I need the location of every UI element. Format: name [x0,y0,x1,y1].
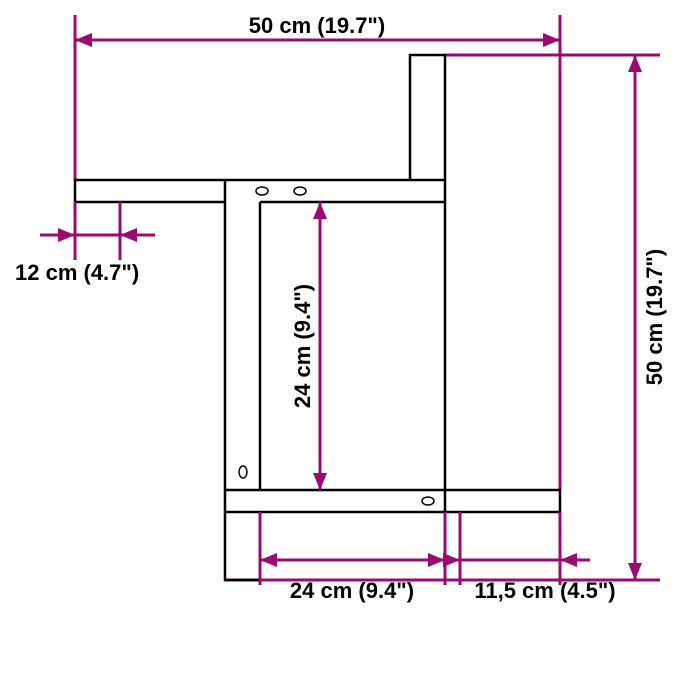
label-top-width: 50 cm (19.7") [249,13,385,38]
label-inner-height: 24 cm (9.4") [290,284,315,408]
hole-top-1 [256,187,268,195]
dim-inner-height: 24 cm (9.4") [290,202,327,490]
hole-bottom [422,497,434,505]
dim-left-depth: 12 cm (4.7") [15,202,155,285]
shelf-outline [75,55,560,580]
hole-top-2 [294,187,306,195]
dim-bottom-right: 11,5 cm (4.5") [430,512,616,603]
label-right-height: 50 cm (19.7") [642,249,667,385]
label-bottom-left: 24 cm (9.4") [290,578,414,603]
label-bottom-right: 11,5 cm (4.5") [474,578,615,603]
technical-drawing: 50 cm (19.7") 50 cm (19.7") 12 cm (4 [0,0,700,700]
label-left-depth: 12 cm (4.7") [15,260,139,285]
hole-left [239,466,247,478]
dim-bottom-left: 24 cm (9.4") [260,512,445,603]
dim-top-width: 50 cm (19.7") [75,13,560,490]
